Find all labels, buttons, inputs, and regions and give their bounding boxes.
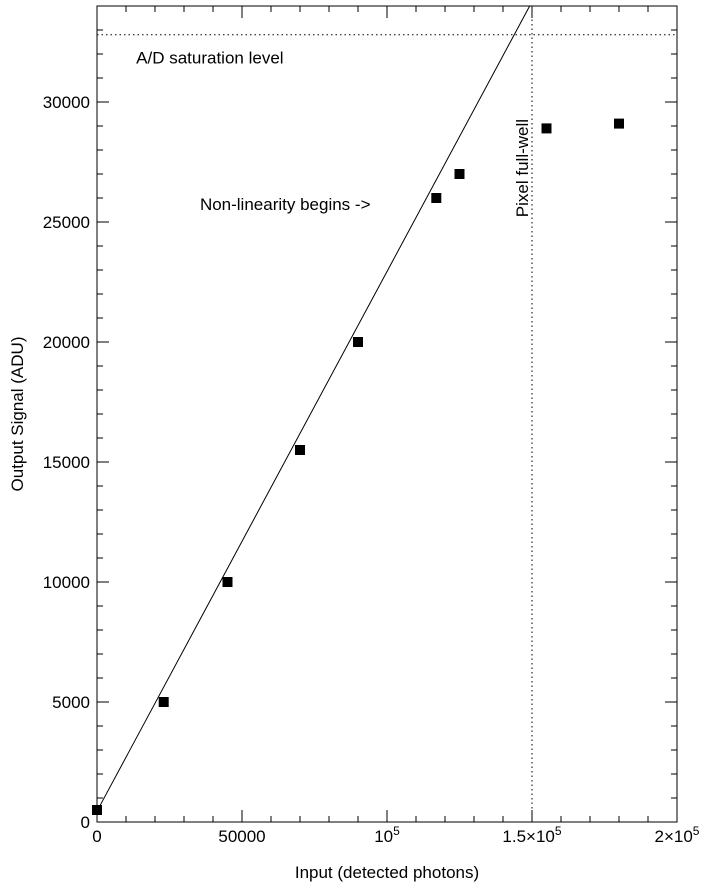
data-point — [158, 697, 169, 707]
x-tick-label-exponent: 5 — [555, 824, 562, 838]
full-well-annotation: Pixel full-well — [513, 119, 532, 217]
data-point — [614, 118, 624, 129]
y-tick-label: 15000 — [43, 453, 90, 472]
y-tick-label: 10000 — [43, 573, 90, 592]
y-tick-labels: 0 5000 10000 15000 20000 25000 30000 — [43, 93, 90, 832]
y-tick-label: 25000 — [43, 213, 90, 232]
x-tick-labels: 0 50000 105 1.5×105 2×105 — [92, 824, 700, 846]
x-tick-label-base: 1.5×10 — [502, 827, 554, 846]
y-tick-label: 20000 — [43, 333, 90, 352]
x-tick-label: 0 — [92, 827, 101, 846]
data-point — [295, 445, 305, 455]
x-tick-label-exponent: 5 — [393, 824, 400, 838]
x-tick-label: 105 — [374, 824, 400, 846]
data-point — [431, 193, 442, 203]
data-point — [222, 577, 233, 587]
x-tick-label: 1.5×105 — [502, 824, 561, 846]
y-axis-label: Output Signal (ADU) — [8, 337, 27, 492]
plot-frame — [96, 5, 678, 823]
data-point — [353, 337, 363, 347]
y-tick-label: 5000 — [52, 693, 90, 712]
x-tick-label: 50000 — [218, 827, 265, 846]
saturation-annotation: A/D saturation level — [136, 49, 283, 68]
x-tick-label-base: 10 — [374, 827, 393, 846]
reference-lines — [97, 6, 677, 822]
y-tick-label: 0 — [81, 813, 90, 832]
linear-fit-line — [96, 5, 531, 812]
x-tick-label-exponent: 5 — [693, 824, 700, 838]
x-tick-label: 2×105 — [655, 824, 700, 846]
ticks — [96, 5, 678, 823]
y-tick-label: 30000 — [43, 93, 90, 112]
data-point — [92, 805, 102, 815]
data-point — [454, 169, 465, 179]
x-tick-label-base: 50000 — [218, 827, 265, 846]
x-axis-label: Input (detected photons) — [295, 863, 479, 882]
data-point — [541, 123, 552, 134]
x-tick-label-base: 2×10 — [655, 827, 693, 846]
data-points — [92, 118, 624, 815]
x-tick-label-base: 0 — [92, 827, 101, 846]
nonlinearity-annotation: Non-linearity begins -> — [200, 195, 371, 214]
